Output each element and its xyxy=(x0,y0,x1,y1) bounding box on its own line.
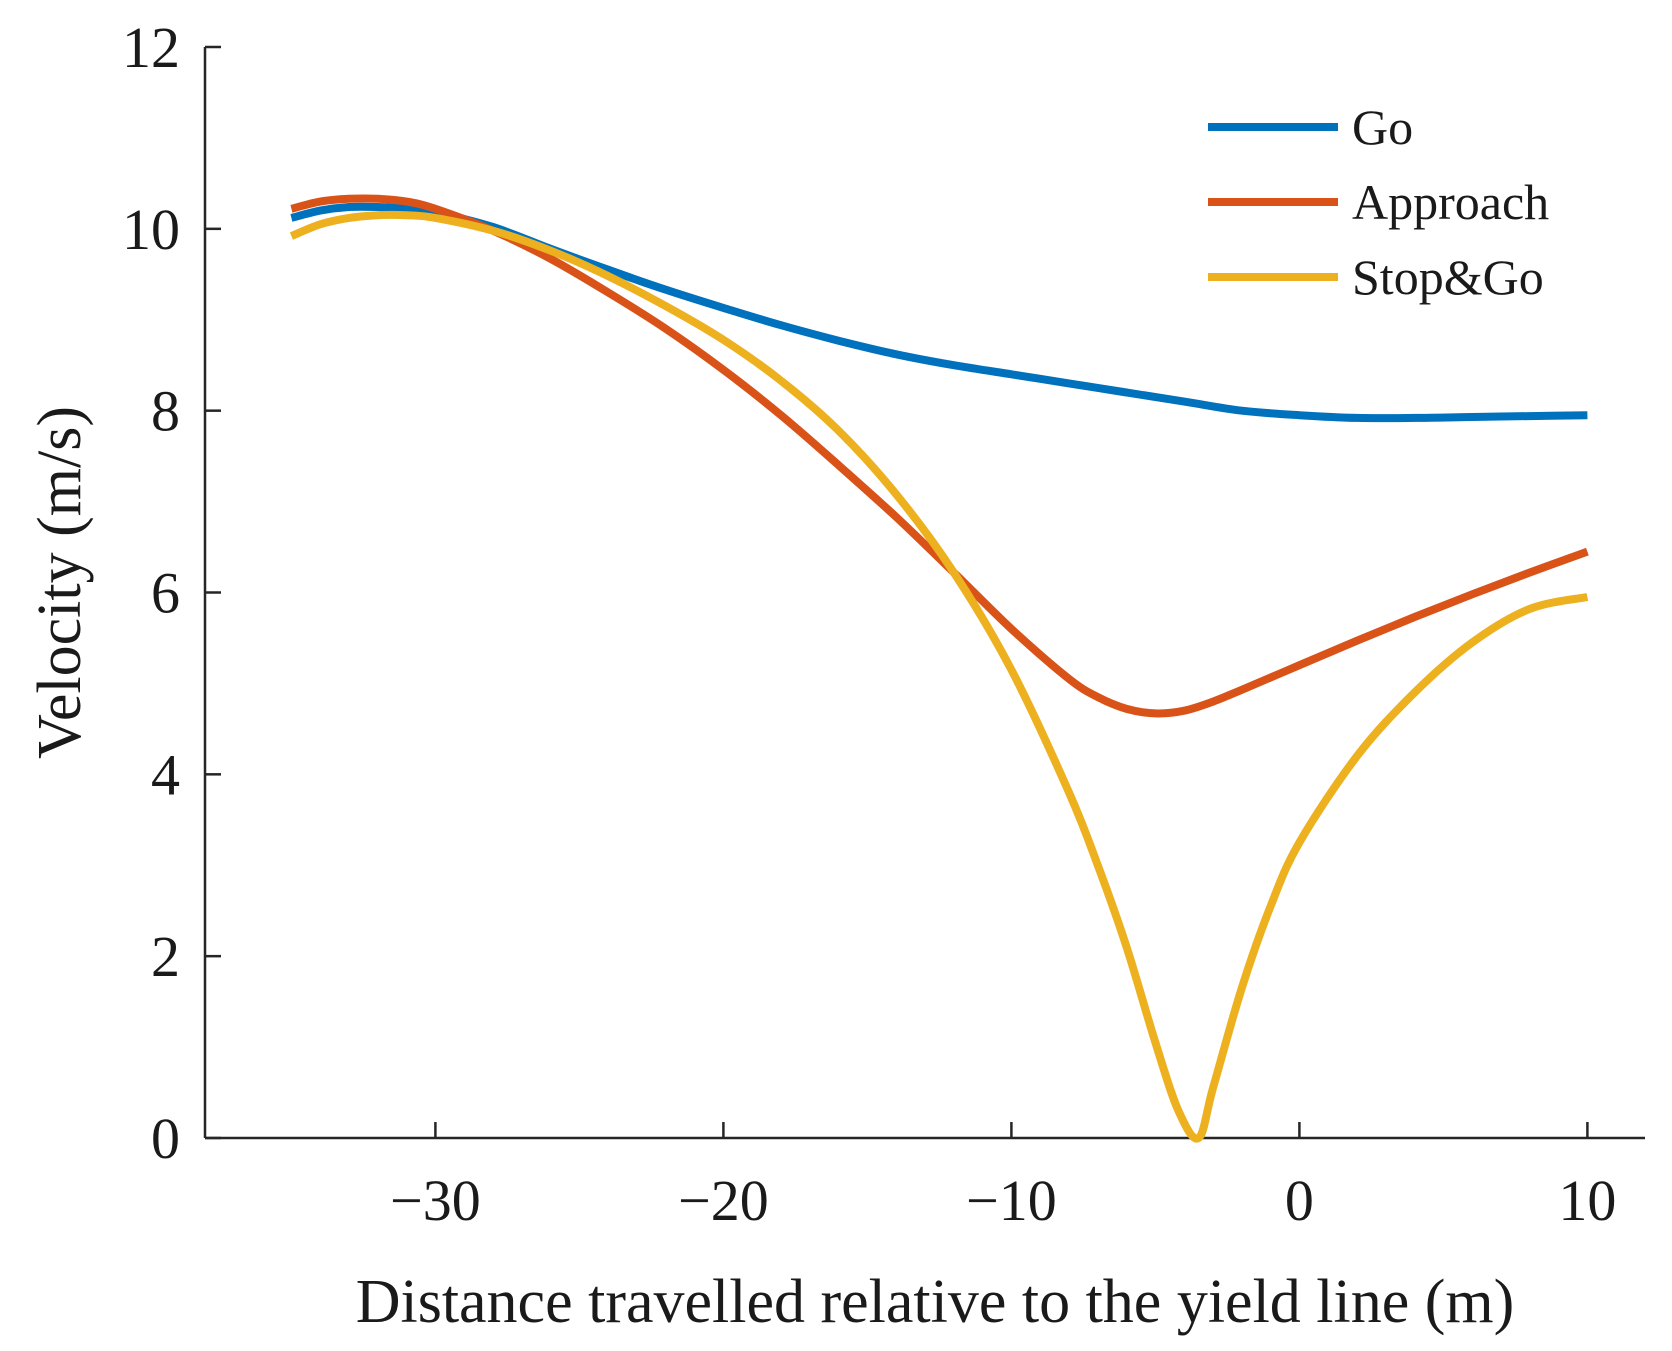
y-tick-label: 8 xyxy=(151,379,180,444)
y-tick-label: 6 xyxy=(151,561,180,626)
series-line-go xyxy=(290,202,1588,423)
legend-label-approach: Approach xyxy=(1352,174,1549,230)
y-tick-label: 10 xyxy=(122,197,180,262)
legend-label-go: Go xyxy=(1352,99,1413,155)
legend: Go Approach Stop&Go xyxy=(1208,99,1549,305)
y-tick-label: 12 xyxy=(122,15,180,80)
x-tick-label: 0 xyxy=(1285,1168,1314,1233)
y-axis-label: Velocity (m/s) xyxy=(26,406,94,759)
series-line-stop-go xyxy=(289,210,1589,1143)
x-tick-label: −10 xyxy=(966,1168,1057,1233)
y-tick-label: 4 xyxy=(151,742,180,807)
y-tick-label: 2 xyxy=(151,924,180,989)
x-tick-label: −20 xyxy=(678,1168,769,1233)
series-layer xyxy=(289,194,1589,1143)
y-tick-label: 0 xyxy=(151,1106,180,1171)
x-tick-label: 10 xyxy=(1558,1168,1616,1233)
x-axis-label: Distance travelled relative to the yield… xyxy=(356,1268,1515,1336)
legend-label-stop-go: Stop&Go xyxy=(1352,249,1544,305)
axes: −30 −20 −10 0 10 0 2 4 6 8 10 12 xyxy=(122,15,1645,1233)
x-tick-label: −30 xyxy=(390,1168,481,1233)
